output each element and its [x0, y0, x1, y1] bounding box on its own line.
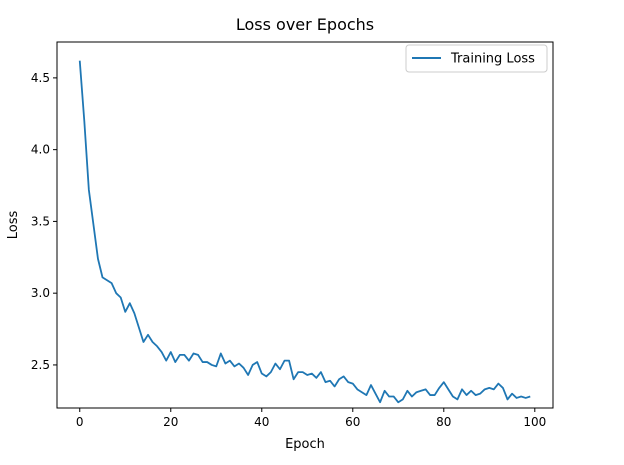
x-axis-ticks: 0 20 40 60 80 100: [76, 408, 546, 429]
x-tick-label: 0: [76, 415, 84, 429]
x-tick-label: 40: [254, 415, 269, 429]
legend-box: [405, 44, 548, 73]
y-axis-label: Loss: [6, 211, 21, 240]
plot-frame: [56, 41, 554, 409]
y-tick-label: 2.5: [31, 358, 50, 372]
series-layer: [78, 60, 531, 404]
y-tick-label: 4.5: [31, 71, 50, 85]
y-tick-label: 4.0: [31, 143, 50, 157]
x-tick-label: 20: [163, 415, 178, 429]
x-tick-label: 80: [436, 415, 451, 429]
chart-title: Loss over Epochs: [236, 15, 374, 34]
x-axis-label: Epoch: [285, 437, 325, 452]
legend-label-training-loss: Training Loss: [450, 52, 535, 67]
y-tick-label: 3.0: [31, 286, 50, 300]
y-tick-label: 3.5: [31, 214, 50, 228]
x-tick-label: 60: [345, 415, 360, 429]
x-tick-label: 100: [523, 415, 546, 429]
legend: Training Loss: [405, 44, 548, 73]
series-line-training-loss: [78, 60, 531, 404]
plot-area: [57, 42, 553, 408]
y-axis-ticks: 2.5 3.0 3.5 4.0 4.5: [31, 71, 57, 372]
